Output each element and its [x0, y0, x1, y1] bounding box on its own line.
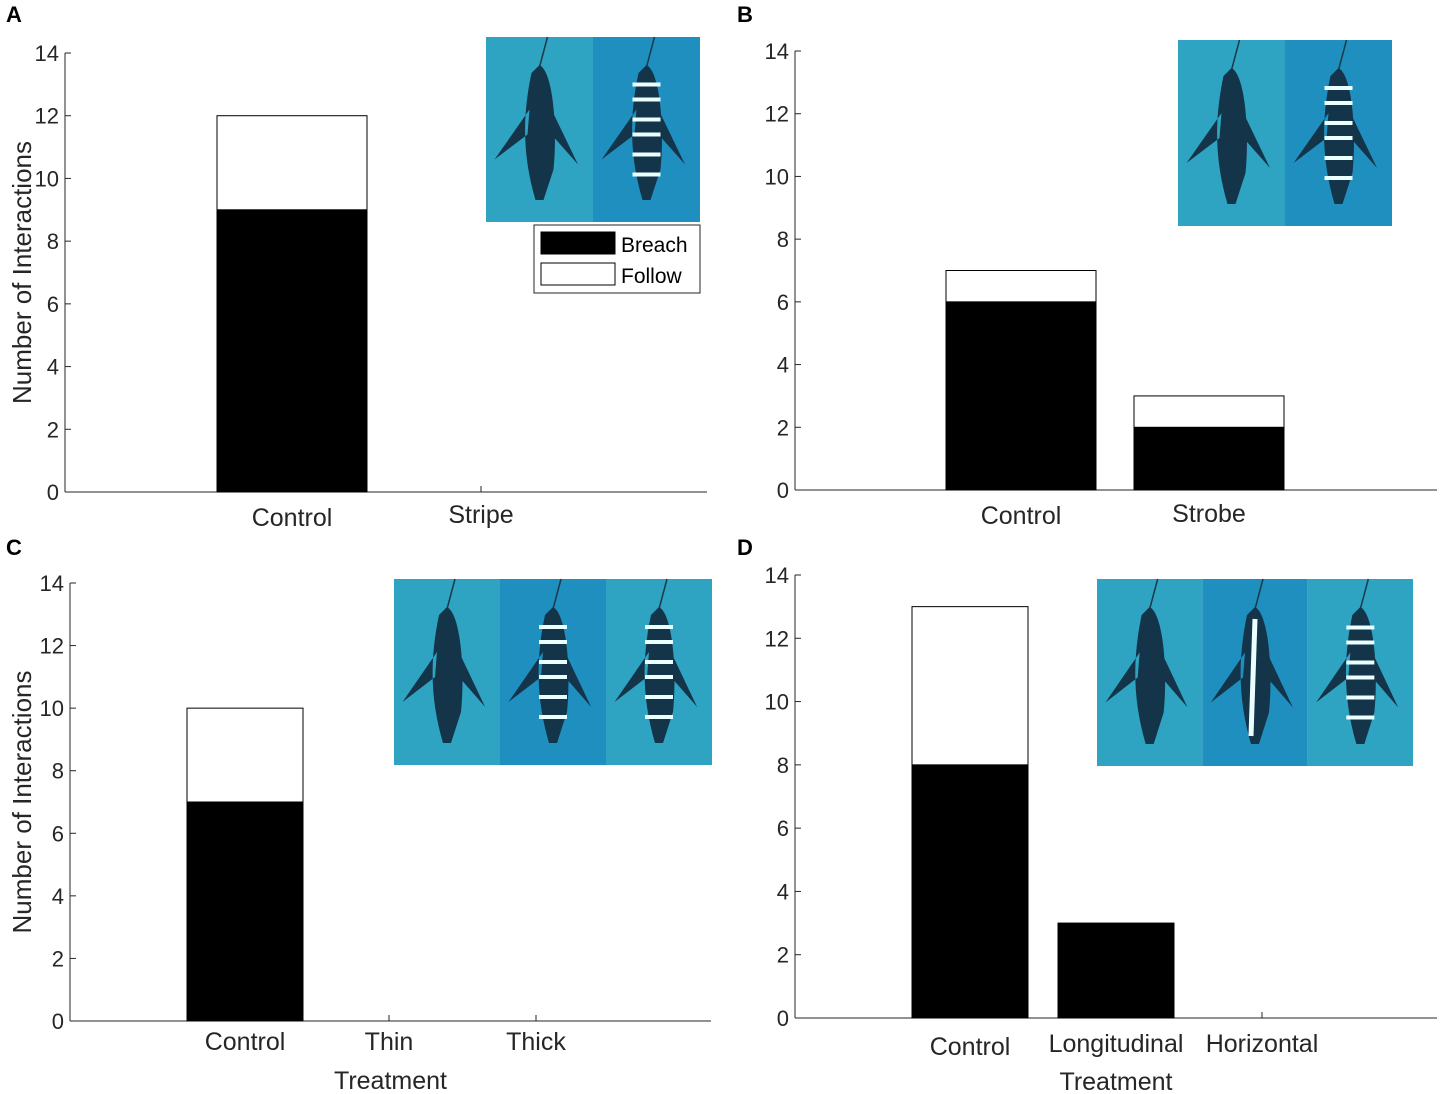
y-tick-label: 4 [777, 879, 789, 904]
panel-label: B [737, 2, 753, 27]
panel-label: D [737, 535, 753, 560]
y-tick-label: 6 [777, 290, 789, 315]
tether-line [446, 578, 456, 610]
panel-label: A [6, 2, 22, 27]
y-tick-label: 10 [40, 696, 64, 721]
bar-follow-control [911, 606, 1029, 766]
panel-A: A 0 2 4 6 8 10 12 14 Number of Interactions Contro… [6, 2, 707, 532]
seal-photo [394, 578, 500, 765]
tether-line [1148, 578, 1159, 610]
tether-line [1230, 39, 1241, 71]
y-tick-label: 6 [47, 292, 59, 317]
y-tick-label: 2 [777, 943, 789, 968]
tether-line [658, 578, 668, 610]
tether-line [552, 578, 562, 610]
x-tick-label: Thick [506, 1028, 566, 1056]
bar-breach-control [911, 764, 1029, 1019]
y-tick-label: 2 [777, 415, 789, 440]
bar-breach-strobe [1133, 426, 1285, 491]
y-tick-label: 12 [35, 104, 59, 129]
y-tick-label: 10 [35, 166, 59, 191]
legend-swatch-breach [540, 231, 616, 255]
bar-breach-control [945, 301, 1097, 491]
x-tick-label: Horizontal [1206, 1030, 1319, 1058]
x-axis-label: Treatment [334, 1067, 447, 1094]
x-axis-label: Treatment [1059, 1068, 1172, 1094]
seal-photo [1097, 578, 1203, 766]
bar-follow-control [945, 270, 1097, 303]
y-tick-label: 14 [765, 563, 789, 588]
x-tick-label: Strobe [1172, 500, 1246, 528]
y-tick-label: 14 [35, 41, 59, 66]
y-tick-label: 10 [765, 164, 789, 189]
seal-photo [593, 36, 700, 222]
tether-line [645, 36, 656, 68]
x-tick-label: Longitudinal [1049, 1030, 1184, 1058]
legend: Breach Follow [533, 224, 701, 294]
y-tick-label: 8 [777, 227, 789, 252]
y-tick-label: 6 [777, 816, 789, 841]
y-tick-label: 0 [777, 478, 789, 503]
seal-photo [1307, 578, 1413, 766]
seal-photo [1285, 39, 1392, 226]
seal-decoy-silhouette [402, 607, 486, 743]
y-tick-label: 0 [47, 480, 59, 505]
panel-B: B 0 2 4 6 8 10 12 14 Control Strobe [737, 2, 1437, 530]
y-tick-label: 12 [765, 626, 789, 651]
y-axis-label: Number of Interactions [7, 670, 37, 933]
bar-follow-strobe [1133, 395, 1285, 428]
panel-C: C 0 2 4 6 8 10 12 14 Number of Interactions Contro… [6, 535, 712, 1094]
y-tick-label: 2 [47, 417, 59, 442]
legend-label-follow: Follow [621, 265, 683, 288]
tether-line [538, 36, 549, 68]
bar-breach-control [216, 209, 368, 493]
y-tick-label: 4 [47, 355, 59, 380]
tether-line [1337, 39, 1348, 71]
legend-label-breach: Breach [621, 234, 688, 257]
seal-photo [1178, 39, 1285, 226]
bar-follow-control [186, 707, 304, 803]
x-tick-label: Stripe [448, 501, 513, 529]
seal-photo [1202, 578, 1308, 766]
x-tick-label: Thin [365, 1028, 414, 1056]
panel-D: D 0 2 4 6 8 10 12 14 Control Longitudinal Horizonta… [737, 535, 1437, 1094]
seal-decoy-silhouette [1186, 68, 1271, 204]
y-tick-label: 8 [52, 759, 64, 784]
bar-follow-control [216, 115, 368, 211]
x-tick-label: Control [205, 1028, 286, 1056]
seal-photo [606, 578, 712, 765]
seal-photo [500, 578, 606, 765]
y-tick-label: 10 [765, 690, 789, 715]
y-tick-label: 0 [777, 1006, 789, 1031]
y-tick-label: 4 [777, 353, 789, 378]
tether-line [1359, 578, 1370, 610]
y-tick-label: 8 [47, 229, 59, 254]
panel-label: C [6, 535, 22, 560]
y-tick-label: 14 [40, 571, 64, 596]
y-tick-label: 8 [777, 753, 789, 778]
light-stripe [1248, 618, 1258, 737]
y-tick-label: 6 [52, 821, 64, 846]
tether-line [1254, 578, 1264, 610]
seal-decoy-silhouette [494, 65, 579, 200]
y-tick-label: 12 [765, 102, 789, 127]
y-tick-label: 2 [52, 946, 64, 971]
legend-swatch-follow [540, 262, 616, 286]
bar-breach-longitudinal [1057, 922, 1175, 1019]
y-axis-label: Number of Interactions [7, 141, 37, 404]
x-tick-label: Control [930, 1033, 1011, 1061]
y-tick-label: 14 [765, 39, 789, 64]
y-tick-label: 0 [52, 1009, 64, 1034]
y-tick-label: 12 [40, 634, 64, 659]
y-tick-label: 4 [52, 884, 64, 909]
seal-decoy-silhouette [1105, 607, 1188, 744]
x-tick-label: Control [981, 502, 1062, 530]
seal-photo [486, 36, 593, 222]
x-tick-label: Control [252, 504, 333, 532]
bar-breach-control [186, 801, 304, 1022]
